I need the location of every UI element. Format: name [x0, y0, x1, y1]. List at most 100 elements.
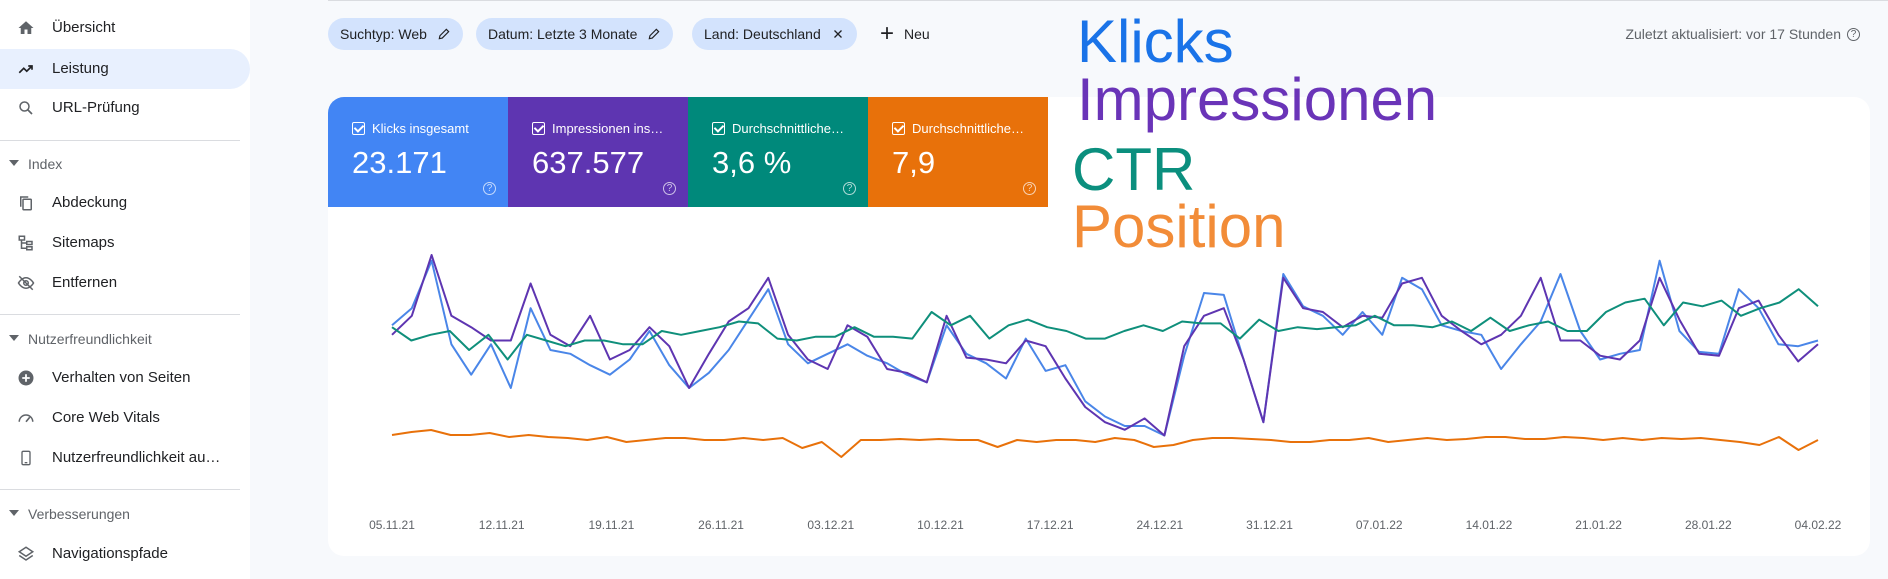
trending-icon [16, 59, 36, 79]
nav-core-web-vitals[interactable]: Core Web Vitals [0, 398, 250, 438]
metric-value: 3,6 % [712, 145, 792, 180]
copy-icon [16, 193, 36, 213]
nav-mobile-usability-label: Nutzerfreundlichkeit au… [52, 449, 221, 466]
nav-performance[interactable]: Leistung [0, 49, 250, 89]
x-tick-label: 31.12.21 [1246, 518, 1293, 532]
section-index[interactable]: Index [0, 150, 240, 180]
new-filter-label: Neu [904, 26, 930, 42]
x-tick-label: 04.02.22 [1794, 518, 1842, 532]
series-line-position [391, 429, 1819, 458]
plus-circle-icon [16, 368, 36, 388]
help-icon[interactable]: ? [663, 182, 676, 195]
nav-overview-label: Übersicht [52, 19, 116, 36]
layers-icon [16, 544, 36, 564]
legend-position: Position [1072, 193, 1286, 260]
last-updated: Zuletzt aktualisiert: vor 17 Stunden ? [1625, 26, 1860, 42]
x-tick-label: 14.01.22 [1465, 518, 1513, 532]
section-usability[interactable]: Nutzerfreundlichkeit [0, 325, 240, 355]
section-usability-title: Nutzerfreundlichkeit [28, 331, 152, 347]
checkbox-icon[interactable] [532, 122, 545, 135]
metric-value: 637.577 [532, 145, 645, 180]
metric-label: Durchschnittliche… [732, 121, 844, 136]
checkbox-icon[interactable] [892, 122, 905, 135]
nav-page-experience[interactable]: Verhalten von Seiten [0, 358, 250, 398]
metric-average-position[interactable]: Durchschnittliche… 7,9 ? [868, 97, 1048, 207]
series-line-impressionen [391, 254, 1819, 437]
pencil-icon[interactable] [437, 27, 451, 41]
filter-chip-search-type[interactable]: Suchtyp: Web [328, 18, 463, 50]
help-icon[interactable]: ? [843, 182, 856, 195]
x-tick-label: 26.11.21 [698, 518, 744, 532]
metric-total-impressions[interactable]: Impressionen ins… 637.577 ? [508, 97, 688, 207]
series-line-ctr [391, 288, 1819, 361]
nav-core-web-vitals-label: Core Web Vitals [52, 409, 160, 426]
filter-chip-country[interactable]: Land: Deutschland [692, 18, 857, 50]
metric-average-ctr[interactable]: Durchschnittliche… 3,6 % ? [688, 97, 868, 207]
metric-label: Klicks insgesamt [372, 121, 469, 136]
nav-sitemaps-label: Sitemaps [52, 234, 115, 251]
nav-page-experience-label: Verhalten von Seiten [52, 369, 191, 386]
section-index-title: Index [28, 156, 63, 172]
caret-down-icon [9, 160, 19, 166]
nav-removals-label: Entfernen [52, 274, 118, 291]
help-icon[interactable]: ? [483, 182, 496, 195]
nav-url-inspection-label: URL-Prüfung [52, 99, 140, 116]
x-tick-label: 10.12.21 [917, 518, 964, 532]
legend-ctr: CTR [1072, 136, 1196, 203]
nav-removals[interactable]: Entfernen [0, 263, 250, 303]
filter-chip-date[interactable]: Datum: Letzte 3 Monate [476, 18, 674, 50]
section-enhancements[interactable]: Verbesserungen [0, 500, 240, 530]
sitemap-icon [16, 233, 36, 253]
home-icon [16, 18, 36, 38]
nav-sitemaps[interactable]: Sitemaps [0, 223, 250, 263]
nav-coverage[interactable]: Abdeckung [0, 183, 250, 223]
filter-chip-label: Suchtyp: Web [340, 26, 427, 42]
performance-chart [391, 254, 1819, 458]
metric-value: 7,9 [892, 145, 936, 180]
new-filter-button[interactable]: + Neu [880, 18, 930, 50]
nav-url-inspection[interactable]: URL-Prüfung [0, 88, 250, 128]
filter-chip-label: Datum: Letzte 3 Monate [488, 26, 638, 42]
section-enhancements-title: Verbesserungen [28, 506, 130, 522]
close-icon[interactable] [831, 27, 845, 41]
legend-clicks: Klicks [1077, 8, 1234, 75]
caret-down-icon [9, 510, 19, 516]
plus-icon: + [880, 20, 895, 47]
x-tick-label: 21.01.22 [1575, 518, 1622, 532]
x-tick-label: 24.12.21 [1136, 518, 1184, 532]
checkbox-icon[interactable] [352, 122, 365, 135]
series-line-klicks [391, 259, 1819, 437]
nav-breadcrumbs[interactable]: Navigationspfade [0, 534, 250, 574]
checkbox-icon[interactable] [712, 122, 725, 135]
help-icon[interactable]: ? [1023, 182, 1036, 195]
smartphone-icon [16, 448, 36, 468]
x-tick-label: 28.01.22 [1684, 518, 1732, 532]
search-icon [16, 98, 36, 118]
pencil-icon[interactable] [647, 27, 661, 41]
divider [0, 489, 240, 490]
divider [0, 140, 240, 141]
x-tick-label: 07.01.22 [1355, 518, 1403, 532]
metric-value: 23.171 [352, 145, 447, 180]
metric-label: Durchschnittliche… [912, 121, 1024, 136]
nav-performance-label: Leistung [52, 60, 109, 77]
metric-label: Impressionen ins… [552, 121, 664, 136]
metric-total-clicks[interactable]: Klicks insgesamt 23.171 ? [328, 97, 508, 207]
x-tick-label: 05.11.21 [369, 518, 415, 532]
nav-breadcrumbs-label: Navigationspfade [52, 545, 168, 562]
nav-overview[interactable]: Übersicht [0, 8, 250, 48]
x-tick-label: 12.11.21 [478, 518, 525, 532]
performance-card: Klicks insgesamt 23.171 ? Impressionen i… [328, 97, 1870, 556]
filter-chip-label: Land: Deutschland [704, 26, 821, 42]
x-tick-label: 19.11.21 [588, 518, 635, 532]
x-tick-label: 03.12.21 [807, 518, 855, 532]
divider [0, 314, 240, 315]
last-updated-text: Zuletzt aktualisiert: vor 17 Stunden [1625, 26, 1841, 42]
top-divider [328, 0, 1888, 1]
help-icon[interactable]: ? [1847, 27, 1860, 41]
nav-mobile-usability[interactable]: Nutzerfreundlichkeit au… [0, 438, 250, 478]
legend-impressions: Impressionen [1077, 66, 1438, 133]
caret-down-icon [9, 335, 19, 341]
nav-coverage-label: Abdeckung [52, 194, 128, 211]
sidebar: Übersicht Leistung URL-Prüfung Index Abd… [0, 0, 250, 579]
